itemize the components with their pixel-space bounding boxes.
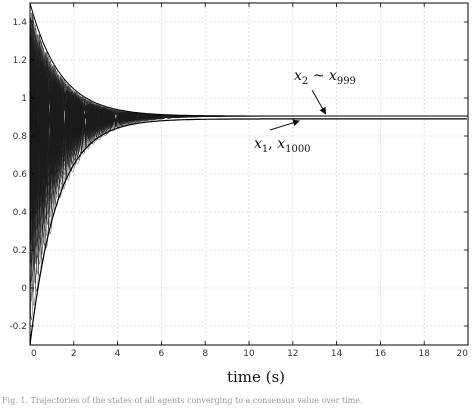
upper-envelope	[30, 3, 467, 117]
y-tick-label: 0.6	[13, 170, 28, 180]
x-tick-label: 8	[202, 349, 208, 359]
x-tick-label: 20	[457, 349, 469, 359]
y-tick-label: 1	[21, 94, 27, 104]
annotation-lower-main: x	[254, 136, 262, 152]
annotation-upper-arrow	[311, 89, 327, 115]
annotation-lower: x1, x1000	[254, 136, 311, 155]
axis-ticks: 0 2 4 6 8 10 12 14 16 18 20-0.200.20.40.60.811.21.…	[9, 3, 469, 359]
annotation-upper-sep: ~	[308, 68, 329, 84]
annotation-lower-sub2: 1000	[285, 144, 310, 155]
y-tick-label: 0.2	[13, 246, 27, 256]
figure-caption: Fig. 1. Trajectories of the states of al…	[2, 396, 363, 405]
trajectory-x2-x999	[30, 12, 468, 184]
annotation-upper-sub: 2	[302, 76, 308, 87]
x-tick-label: 12	[287, 349, 298, 359]
trajectory-x1-x1000	[30, 118, 467, 345]
y-tick-label: 0.8	[13, 132, 28, 142]
annotation-upper-sub2: 999	[337, 76, 356, 87]
x-tick-label: 0	[31, 349, 37, 359]
trajectory-lines	[30, 3, 468, 345]
x-tick-label: 2	[71, 349, 77, 359]
annotation-upper-main2: x	[329, 68, 337, 84]
y-tick-label: -0.2	[9, 322, 27, 332]
y-tick-label: 1.4	[13, 18, 28, 28]
x-tick-label: 14	[331, 349, 343, 359]
y-tick-label: 0.4	[13, 208, 28, 218]
annotation-lower-sub: 1	[262, 144, 268, 155]
x-tick-label: 18	[418, 349, 430, 359]
grid-lines	[30, 3, 468, 345]
x-axis-label: time (s)	[227, 368, 285, 386]
x-tick-label: 4	[115, 349, 121, 359]
annotation-upper-main: x	[294, 68, 302, 84]
annotation-upper: x2 ~ x999	[294, 68, 356, 87]
y-tick-label: 1.2	[13, 56, 27, 66]
x-tick-label: 6	[159, 349, 165, 359]
x-tick-label: 10	[243, 349, 255, 359]
x-tick-label: 16	[375, 349, 387, 359]
annotation-lower-sep: ,	[268, 136, 277, 152]
annotation-lower-main2: x	[277, 136, 285, 152]
y-tick-label: 0	[21, 284, 27, 294]
annotation-lower-arrow	[269, 119, 301, 131]
